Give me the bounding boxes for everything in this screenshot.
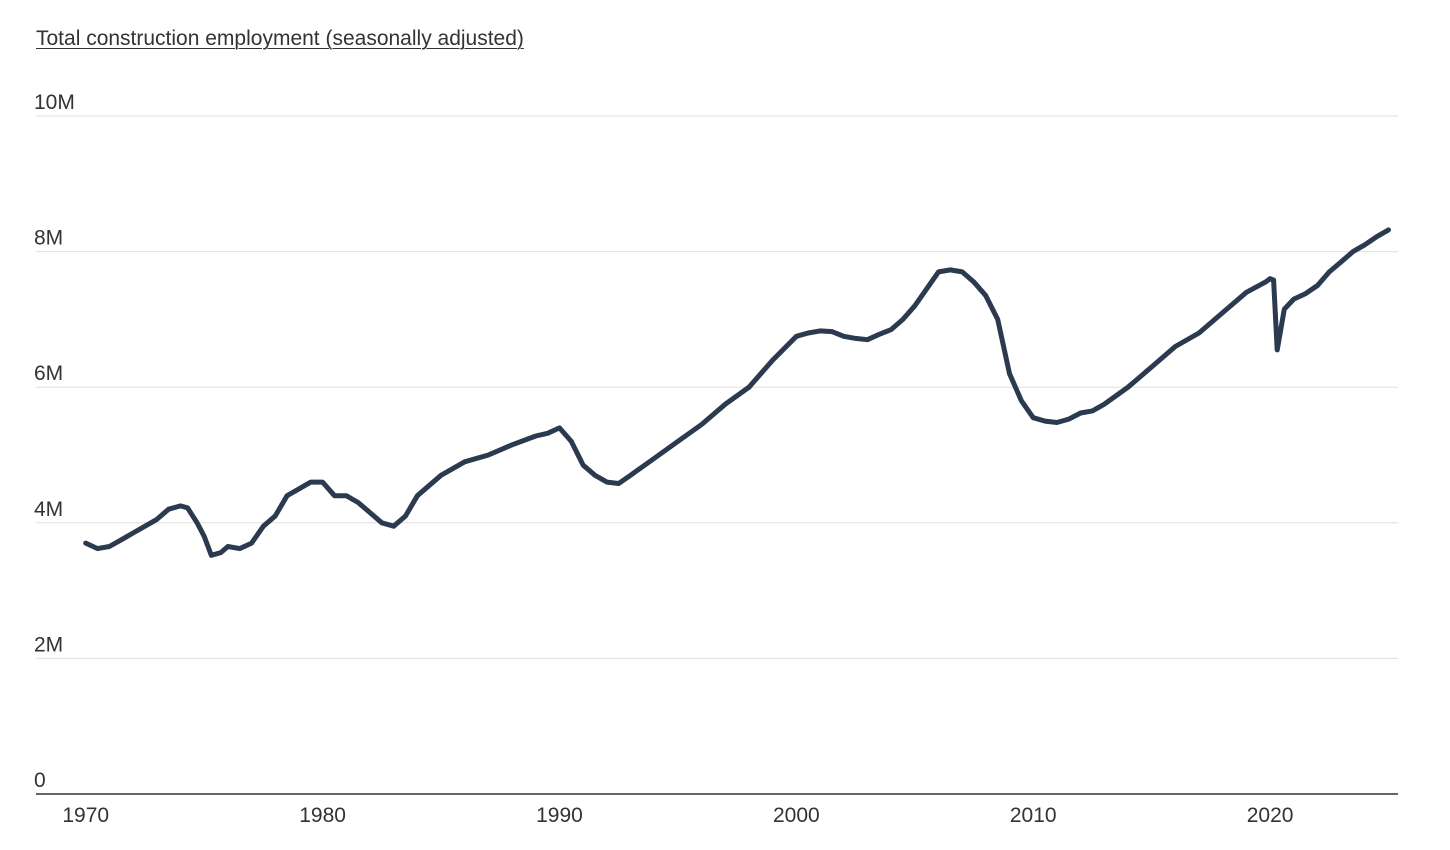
y-tick-label: 2M: [34, 633, 63, 656]
x-tick-label: 2010: [1010, 804, 1057, 827]
series-line-construction-employment[interactable]: [83, 227, 1391, 558]
y-axis-tick-labels: 0 2M 4M 6M 8M 10M: [34, 91, 75, 792]
x-tick-label: 1980: [299, 804, 346, 827]
y-tick-label: 8M: [34, 227, 63, 250]
gridlines: [36, 115, 1398, 659]
x-axis-tick-labels: 1970 1980 1990 2000 2010 2020: [62, 804, 1293, 827]
series-layer: [83, 227, 1391, 558]
y-tick-label: 4M: [34, 498, 63, 521]
y-tick-label: 6M: [34, 362, 63, 385]
y-tick-label: 10M: [34, 91, 75, 114]
x-tick-label: 1970: [62, 804, 109, 827]
x-tick-label: 1990: [536, 804, 583, 827]
x-tick-label: 2000: [773, 804, 820, 827]
x-tick-label: 2020: [1247, 804, 1294, 827]
chart-title[interactable]: Total construction employment (seasonall…: [36, 27, 524, 50]
y-tick-label: 0: [34, 769, 46, 792]
